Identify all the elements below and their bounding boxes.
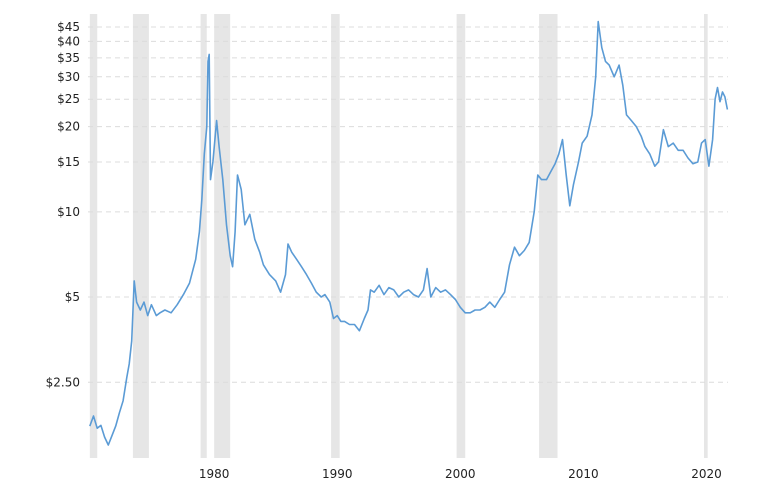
recession-band	[456, 14, 466, 458]
recession-band	[539, 14, 558, 458]
x-axis-ticks: 1980 1990 2000 2010 2020	[199, 467, 722, 481]
y-tick-label: $45	[57, 20, 80, 34]
y-tick-label: $35	[57, 51, 80, 65]
x-tick-label: 2000	[445, 467, 476, 481]
recession-band	[704, 14, 708, 458]
y-tick-label: $20	[57, 120, 80, 134]
y-tick-label: $25	[57, 92, 80, 106]
recession-band	[331, 14, 340, 458]
x-tick-label: 1990	[322, 467, 353, 481]
y-tick-label: $10	[57, 205, 80, 219]
series-line	[89, 20, 729, 446]
x-tick-label: 2010	[568, 467, 599, 481]
y-axis-ticks: $2.50 $5 $10 $15 $20 $25 $30 $35 $40$45	[46, 20, 80, 389]
recession-band	[214, 14, 231, 458]
recession-band	[132, 14, 149, 458]
x-tick-label: 2020	[691, 467, 722, 481]
y-tick-label: $40	[57, 34, 80, 48]
recession-band	[200, 14, 207, 458]
recession-band	[89, 14, 98, 458]
y-tick-label: $2.50	[46, 375, 80, 389]
x-tick-label: 1980	[199, 467, 230, 481]
recession-bands	[89, 14, 708, 458]
gridlines	[88, 26, 728, 383]
y-tick-label: $5	[65, 290, 80, 304]
y-tick-label: $30	[57, 70, 80, 84]
y-tick-label: $15	[57, 155, 80, 169]
